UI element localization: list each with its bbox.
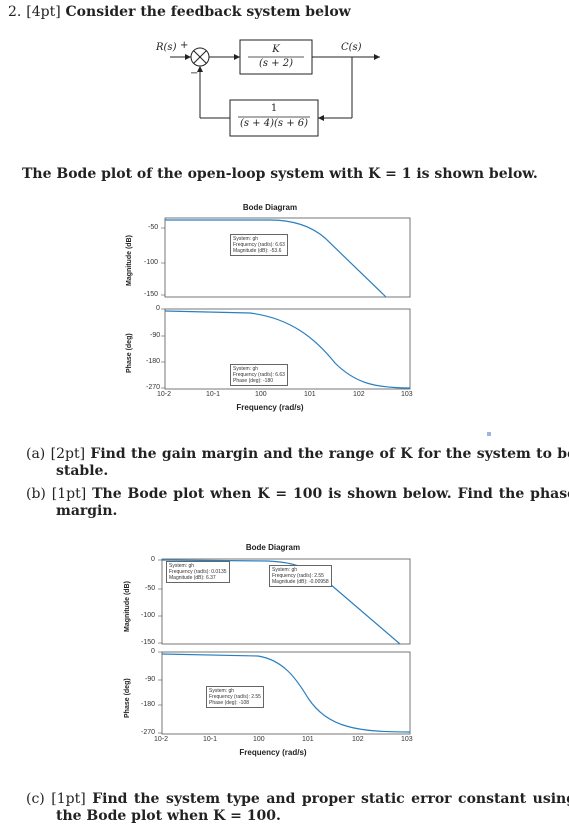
bode-plot-2: Bode Diagram 0 -50 -100 -150 0 -90 -180 … bbox=[118, 538, 418, 763]
bode1-x-tick: 10-1 bbox=[206, 391, 221, 398]
datatip-line: Phase (deg): -108 bbox=[209, 700, 250, 706]
datatip-line: System: gh bbox=[233, 236, 259, 242]
datatip-line: Frequency (rad/s): 6.63 bbox=[233, 242, 285, 248]
output-label: C(s) bbox=[341, 42, 362, 53]
datatip-line: Frequency (rad/s): 2.55 bbox=[209, 694, 261, 700]
block-diagram-lines bbox=[170, 39, 380, 137]
bode2-x-tick: 100 bbox=[253, 736, 265, 743]
bode1-mag-datatip: System: gh Frequency (rad/s): 6.63 Magni… bbox=[230, 234, 288, 256]
part-b-points: [1pt] bbox=[51, 486, 87, 502]
problem-text: Consider the feedback system below bbox=[65, 4, 351, 20]
datatip-line: Magnitude (dB): -0.00958 bbox=[272, 579, 329, 585]
bode1-xlabel: Frequency (rad/s) bbox=[236, 403, 304, 412]
bode2-chart bbox=[158, 558, 411, 735]
input-label: R(s) bbox=[156, 42, 177, 53]
datatip-line: Magnitude (dB): 6.37 bbox=[169, 575, 216, 581]
part-c-text: Find the system type and proper static e… bbox=[56, 791, 569, 824]
bode1-mag-tick: -100 bbox=[144, 259, 159, 266]
bode2-phase-ylabel: Phase (deg) bbox=[124, 678, 131, 718]
bode1-x-tick: 102 bbox=[353, 391, 365, 398]
minus-sign: − bbox=[190, 68, 199, 79]
part-c-points: [1pt] bbox=[51, 791, 86, 807]
intro-text: The Bode plot of the open-loop system wi… bbox=[22, 166, 538, 182]
bode1-x-tick: 101 bbox=[304, 391, 316, 398]
bode2-phase-curve bbox=[161, 653, 411, 733]
part-b: (b) [1pt] The Bode plot when K = 100 is … bbox=[26, 486, 569, 520]
forward-denominator: (s + 2) bbox=[258, 58, 294, 69]
part-a-label: (a) bbox=[26, 446, 46, 462]
bode2-xlabel: Frequency (rad/s) bbox=[239, 748, 307, 757]
bode1-x-tick: 100 bbox=[255, 391, 267, 398]
feedback-numerator: 1 bbox=[270, 103, 278, 114]
bode2-mag-tick: 0 bbox=[151, 556, 155, 563]
bode1-mag-tick: -50 bbox=[148, 224, 159, 231]
bode-plot-1: Bode Diagram -50 -100 -150 0 -90 -180 -2… bbox=[120, 198, 420, 420]
bode1-phase-tick: -270 bbox=[146, 384, 161, 391]
datatip-line: System: gh bbox=[169, 563, 195, 569]
bode2-phase-tick: -270 bbox=[141, 729, 156, 736]
datatip-line: Frequency (rad/s): 2.55 bbox=[272, 573, 324, 579]
bode2-phase-tick: -90 bbox=[145, 676, 156, 683]
blue-marker bbox=[487, 432, 491, 436]
datatip-line: Phase (deg): -180 bbox=[233, 378, 274, 384]
datatip-line: Magnitude (dB): -53.6 bbox=[233, 248, 282, 254]
datatip-line: System: gh bbox=[272, 567, 298, 573]
bode2-phase-tick: 0 bbox=[151, 648, 155, 655]
feedback-denominator: (s + 4)(s + 6) bbox=[239, 118, 309, 129]
bode1-phase-tick: 0 bbox=[156, 305, 160, 312]
bode2-phase-datatip: System: gh Frequency (rad/s): 2.55 Phase… bbox=[206, 686, 264, 708]
bode2-phase-tick: -180 bbox=[141, 701, 156, 708]
bode2-mag-tick: -150 bbox=[141, 639, 156, 646]
bode1-phase-curve bbox=[164, 310, 411, 389]
forward-numerator: K bbox=[272, 44, 280, 55]
bode1-title: Bode Diagram bbox=[242, 203, 298, 212]
bode2-x-tick: 103 bbox=[401, 736, 413, 743]
bode1-phase-tick: -180 bbox=[146, 358, 161, 365]
block-diagram: R(s) + − C(s) K (s + 2) 1 (s + 4)(s + 6) bbox=[0, 0, 569, 150]
bode2-x-tick: 10-2 bbox=[154, 736, 169, 743]
part-c: (c) [1pt] Find the system type and prope… bbox=[26, 791, 569, 825]
bode2-mag-datatip-left: System: gh Frequency (rad/s): 0.0135 Mag… bbox=[166, 561, 230, 583]
bode2-mag-tick: -100 bbox=[141, 612, 156, 619]
datatip-line: System: gh bbox=[233, 366, 259, 372]
datatip-line: System: gh bbox=[209, 688, 235, 694]
datatip-line: Frequency (rad/s): 6.63 bbox=[233, 372, 285, 378]
problem-points: [4pt] bbox=[26, 4, 61, 20]
part-b-label: (b) bbox=[26, 486, 46, 502]
problem-heading: 2. [4pt] Consider the feedback system be… bbox=[8, 4, 351, 20]
bode1-x-tick: 103 bbox=[401, 391, 413, 398]
bode1-x-tick: 10-2 bbox=[157, 391, 172, 398]
bode2-mag-ylabel: Magnitude (dB) bbox=[124, 581, 131, 632]
part-a-text: Find the gain margin and the range of K … bbox=[56, 446, 569, 479]
bode2-x-tick: 101 bbox=[302, 736, 314, 743]
part-a-points: [2pt] bbox=[50, 446, 86, 462]
problem-number: 2. bbox=[8, 4, 22, 20]
bode2-mag-tick: -50 bbox=[145, 585, 156, 592]
bode1-magnitude-curve bbox=[165, 219, 387, 298]
part-a: (a) [2pt] Find the gain margin and the r… bbox=[26, 446, 569, 480]
bode2-mag-datatip-right: System: gh Frequency (rad/s): 2.55 Magni… bbox=[269, 565, 332, 587]
bode1-mag-tick: -150 bbox=[144, 291, 159, 298]
bode1-phase-datatip: System: gh Frequency (rad/s): 6.63 Phase… bbox=[230, 364, 288, 386]
plus-sign: + bbox=[180, 40, 189, 51]
part-c-label: (c) bbox=[26, 791, 45, 807]
bode2-x-tick: 102 bbox=[352, 736, 364, 743]
bode2-x-tick: 10-1 bbox=[203, 736, 218, 743]
bode1-phase-tick: -90 bbox=[150, 332, 161, 339]
datatip-line: Frequency (rad/s): 0.0135 bbox=[169, 569, 227, 575]
bode1-chart bbox=[161, 217, 411, 390]
bode1-phase-ylabel: Phase (deg) bbox=[126, 333, 133, 373]
bode1-mag-ylabel: Magnitude (dB) bbox=[126, 235, 133, 286]
part-b-text: The Bode plot when K = 100 is shown belo… bbox=[56, 486, 569, 519]
bode2-title: Bode Diagram bbox=[245, 543, 301, 552]
